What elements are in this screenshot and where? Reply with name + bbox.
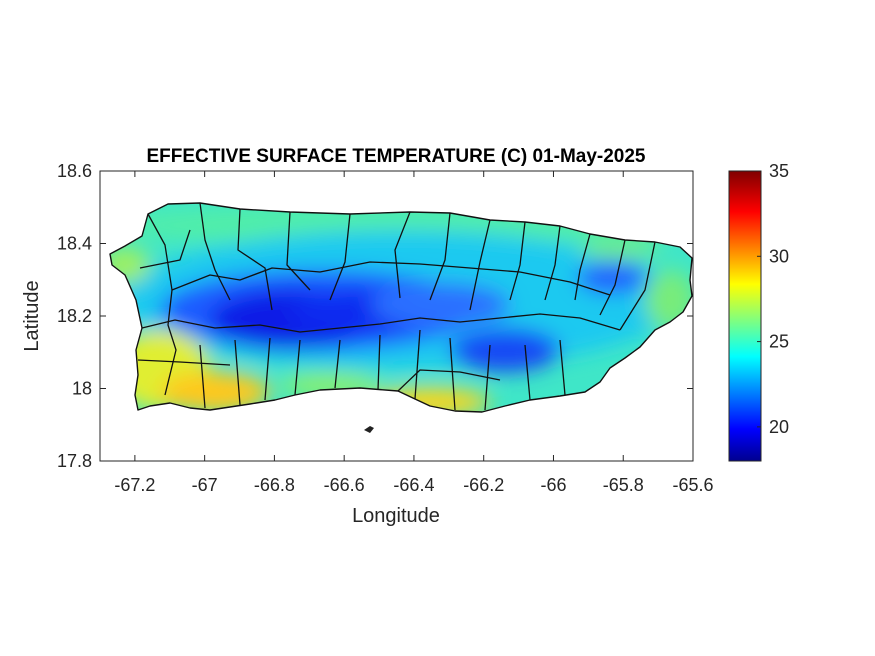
y-tick-label: 18.2	[57, 306, 92, 326]
colorbar-tick-label: 35	[769, 161, 789, 181]
x-tick-label: -66	[540, 475, 566, 495]
colorbar-tick-label: 25	[769, 332, 789, 352]
chart-title: EFFECTIVE SURFACE TEMPERATURE (C) 01-May…	[146, 146, 645, 167]
x-tick-label: -65.8	[603, 475, 644, 495]
y-tick-label: 18.4	[57, 234, 92, 254]
colorbar-tick-label: 20	[769, 417, 789, 437]
x-tick-label: -66.4	[393, 475, 434, 495]
x-tick-label: -67	[192, 475, 218, 495]
y-axis-label: Latitude	[21, 280, 43, 351]
colorbar-tick-label: 30	[769, 246, 789, 266]
x-tick-label: -66.2	[463, 475, 504, 495]
x-tick-label: -67.2	[114, 475, 155, 495]
y-axis: 17.8 18 18.2 18.4 18.6	[57, 161, 693, 471]
y-tick-label: 17.8	[57, 451, 92, 471]
colorbar	[728, 170, 762, 462]
x-axis-label: Longitude	[352, 505, 440, 527]
municipal-boundaries	[137, 203, 656, 411]
islet	[364, 426, 374, 433]
colorbar-ticks: 20 25 30 35	[757, 161, 789, 437]
x-axis: -67.2 -67 -66.8 -66.6 -66.4 -66.2 -66 -65.8 -65.…	[114, 171, 714, 495]
x-tick-label: -66.8	[254, 475, 295, 495]
x-tick-label: -65.6	[672, 475, 713, 495]
temperature-field	[110, 203, 692, 412]
y-tick-label: 18.6	[57, 161, 92, 181]
coastline	[109, 202, 693, 413]
x-tick-label: -66.6	[324, 475, 365, 495]
y-tick-label: 18	[72, 379, 92, 399]
